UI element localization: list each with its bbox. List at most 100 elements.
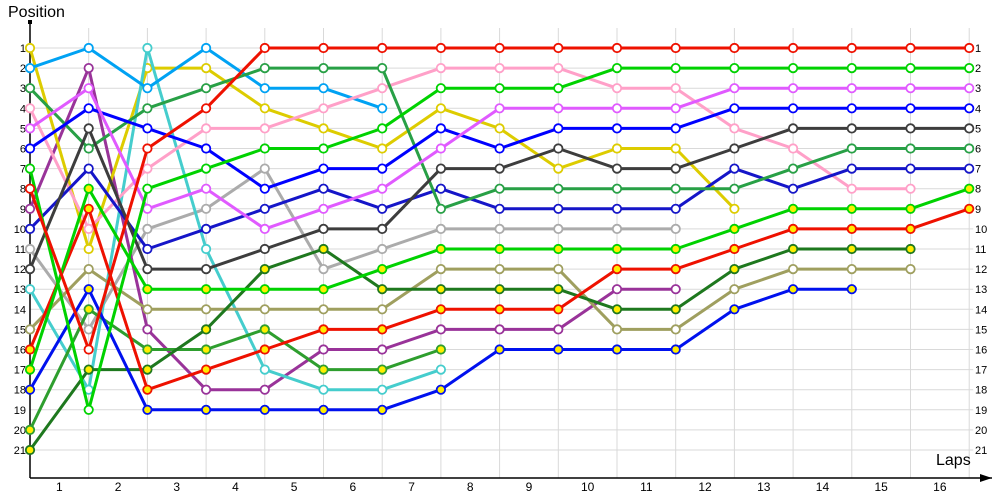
series-marker-yellow — [611, 143, 623, 154]
series-marker-violet — [435, 143, 446, 154]
series-marker-red-2 — [964, 203, 975, 214]
series-marker-sea-green — [24, 83, 36, 94]
series-marker-gray — [318, 263, 329, 275]
series-marker-red-1 — [259, 42, 270, 54]
series-marker-green-1 — [377, 123, 388, 134]
series-marker-green-1 — [905, 62, 916, 74]
series-marker-violet — [670, 103, 681, 114]
y-tick-label-right: 3 — [975, 83, 981, 95]
x-tick-label: 9 — [526, 480, 533, 494]
series-marker-purple — [435, 324, 446, 335]
series-marker-blue-1 — [846, 103, 857, 114]
series-marker-purple — [259, 384, 270, 395]
series-marker-pink — [142, 163, 153, 174]
series-marker-forest-green — [611, 304, 623, 315]
series-marker-green-1 — [259, 143, 270, 154]
series-marker-forest-green — [24, 444, 36, 456]
y-tick-label-right: 9 — [975, 204, 981, 216]
series-marker-gray — [201, 203, 212, 214]
series-marker-red-2 — [435, 304, 446, 315]
series-marker-green-1 — [787, 62, 799, 74]
series-marker-pink — [553, 62, 564, 74]
series-marker-purple — [611, 284, 623, 295]
series-marker-red-1 — [201, 103, 212, 114]
series-marker-medium-green — [24, 424, 36, 435]
series-marker-red-2 — [611, 263, 623, 275]
series-marker-yellow — [201, 62, 212, 74]
series-line-forest-green — [28, 247, 912, 452]
series-marker-olive — [846, 263, 857, 275]
series-marker-navy — [259, 203, 270, 214]
series-marker-pink — [259, 123, 270, 134]
series-marker-violet — [787, 83, 799, 94]
series-marker-forest-green — [259, 263, 270, 275]
series-marker-green-1 — [435, 83, 446, 94]
series-marker-blue-2 — [318, 404, 329, 415]
series-marker-yellow — [83, 243, 94, 255]
series-marker-pink — [435, 62, 446, 74]
x-tick-label: 15 — [874, 480, 888, 494]
y-tick-label-left: 7 — [20, 164, 26, 176]
series-marker-red-1 — [142, 143, 153, 154]
series-marker-forest-green — [905, 243, 916, 255]
series-marker-purple — [318, 344, 329, 355]
series-marker-violet — [494, 103, 505, 114]
series-marker-green-yellow — [83, 183, 94, 194]
series-marker-olive — [553, 263, 564, 275]
series-marker-blue-1 — [670, 123, 681, 134]
series-marker-gray — [259, 163, 270, 174]
series-marker-gray — [435, 223, 446, 234]
y-tick-label-right: 11 — [975, 244, 986, 256]
x-axis-arrow — [980, 474, 992, 482]
series-marker-green-1 — [318, 143, 329, 154]
series-marker-cyan — [201, 243, 212, 255]
series-marker-yellow — [435, 103, 446, 114]
series-marker-navy — [670, 203, 681, 214]
series-marker-blue-2 — [83, 284, 94, 295]
y-tick-label-right: 8 — [975, 184, 981, 196]
series-marker-red-2 — [377, 324, 388, 335]
series-marker-black — [377, 223, 388, 234]
series-marker-green-yellow — [553, 243, 564, 255]
series-marker-red-1 — [905, 42, 916, 54]
series-marker-green-yellow — [377, 263, 388, 275]
series-marker-navy — [787, 183, 799, 194]
series-marker-blue-1 — [494, 143, 505, 154]
y-tick-label-right: 10 — [975, 224, 987, 236]
series-marker-navy — [553, 203, 564, 214]
y-tick-label-left: 1 — [20, 43, 26, 55]
series-marker-black — [24, 263, 36, 275]
x-tick-label: 2 — [115, 480, 122, 494]
series-marker-black — [787, 123, 799, 134]
x-tick-label: 4 — [232, 480, 239, 494]
series-marker-blue-1 — [553, 123, 564, 134]
y-tick-label-right: 13 — [975, 284, 987, 296]
series-marker-olive — [670, 324, 681, 335]
series-marker-pink — [494, 62, 505, 74]
series-line-purple — [28, 66, 678, 392]
series-marker-red-1 — [846, 42, 857, 54]
series-marker-green-1 — [201, 163, 212, 174]
series-marker-olive — [494, 263, 505, 275]
series-marker-blue-2 — [435, 384, 446, 395]
series-marker-blue-2 — [259, 404, 270, 415]
series-marker-red-2 — [83, 203, 94, 214]
series-marker-purple — [670, 284, 681, 295]
series-marker-pink — [24, 103, 36, 114]
y-tick-label-left: 18 — [14, 385, 26, 397]
series-marker-cyan — [24, 284, 36, 295]
x-tick-label: 8 — [467, 480, 474, 494]
series-marker-black — [494, 163, 505, 174]
series-marker-navy — [201, 223, 212, 234]
series-marker-green-yellow — [201, 284, 212, 295]
series-marker-blue-1 — [318, 163, 329, 174]
series-marker-green-1 — [670, 62, 681, 74]
series-marker-blue-1 — [83, 103, 94, 114]
series-marker-red-1 — [494, 42, 505, 54]
series-marker-forest-green — [83, 364, 94, 375]
y-tick-label-right: 21 — [975, 445, 987, 457]
series-marker-sea-green — [846, 143, 857, 154]
y-tick-label-left: 21 — [14, 445, 26, 457]
series-marker-red-2 — [494, 304, 505, 315]
series-marker-olive — [24, 324, 36, 335]
